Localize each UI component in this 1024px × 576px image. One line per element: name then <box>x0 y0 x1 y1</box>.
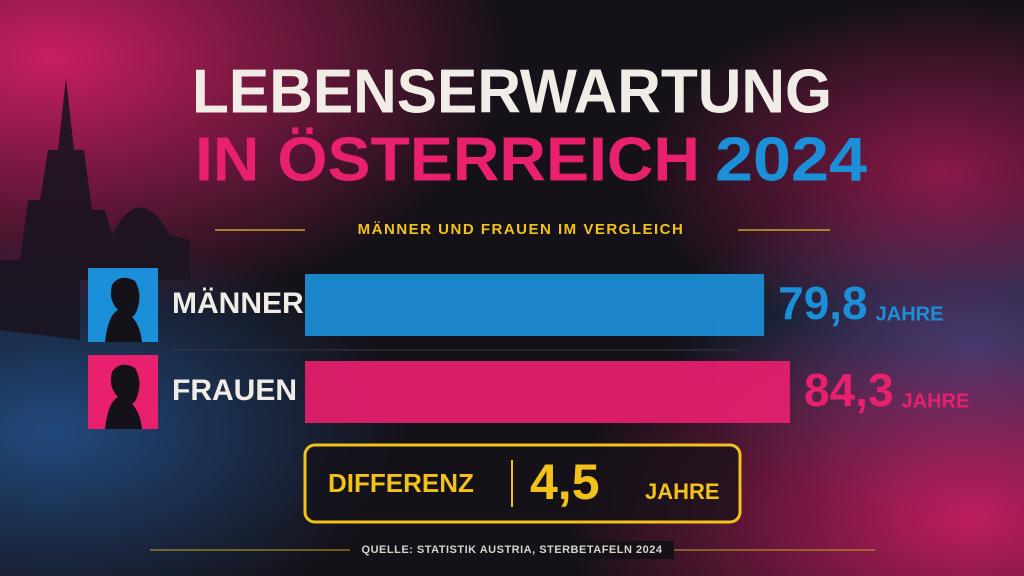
value-label: 84,3 <box>804 364 894 416</box>
bar <box>305 274 765 336</box>
value-label: 79,8 <box>778 277 868 329</box>
difference-frame <box>303 443 742 524</box>
title-line-2: IN ÖSTERREICH <box>195 125 700 194</box>
difference-value: 4,5 <box>530 454 600 510</box>
avatar-silhouette <box>105 277 142 342</box>
footer-band <box>350 541 674 559</box>
subtitle: MÄNNER UND FRAUEN IM VERGLEICH <box>358 221 685 238</box>
value-unit: JAHRE <box>876 303 944 325</box>
value-unit: JAHRE <box>902 390 970 412</box>
source: QUELLE: STATISTIK AUSTRIA, STERBETAFELN … <box>362 544 663 556</box>
title-line-1: LEBENSERWARTUNG <box>192 57 832 126</box>
bar-rows: MÄNNER 79,8 JAHRE FRAUEN 84,3 JAHRE <box>88 268 969 429</box>
bar <box>305 361 790 423</box>
difference-label: DIFFERENZ <box>328 468 474 498</box>
category-label: MÄNNER <box>172 287 304 320</box>
category-label: FRAUEN <box>172 374 297 407</box>
title-year: 2024 <box>715 125 868 194</box>
avatar-silhouette <box>105 364 142 429</box>
difference-unit: JAHRE <box>645 479 720 504</box>
difference-box: DIFFERENZ 4,5 JAHRE <box>303 443 742 524</box>
